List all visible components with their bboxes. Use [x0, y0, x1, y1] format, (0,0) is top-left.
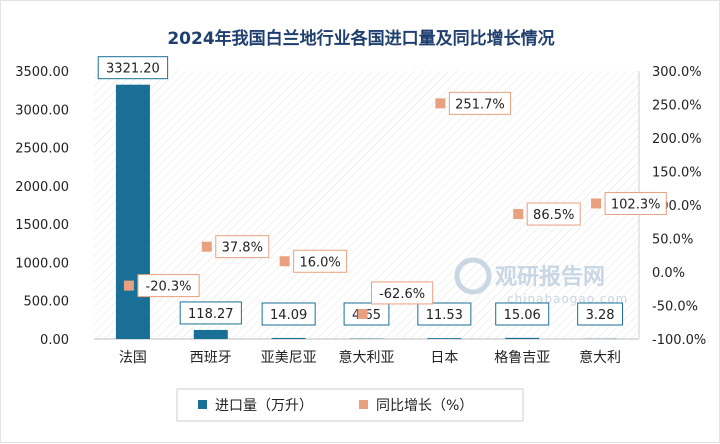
legend-bar-swatch	[198, 400, 207, 409]
import-value-label: 14.09	[270, 308, 307, 323]
legend: 进口量（万升） 同比增长（%）	[177, 389, 523, 421]
growth-point	[513, 209, 523, 219]
left-tick-label: 0.00	[40, 333, 69, 348]
import-bar	[505, 338, 539, 339]
import-value-label: 118.27	[188, 307, 234, 322]
growth-point	[591, 198, 601, 208]
import-bar	[427, 338, 461, 339]
growth-value-label: 102.3%	[611, 197, 661, 212]
right-tick-label: -100.0%	[652, 333, 706, 348]
category-label: 意大利亚	[339, 349, 395, 366]
import-bar	[194, 330, 228, 339]
left-axis-ticks: 0.00 500.00 1000.00 1500.00 2000.00 2500.00 30…	[15, 65, 69, 348]
right-tick-label: 300.0%	[652, 65, 702, 80]
left-tick-label: 2500.00	[15, 142, 69, 157]
right-tick-label: 150.0%	[652, 166, 702, 181]
import-value-label: 11.53	[426, 308, 463, 323]
category-label: 西班牙	[190, 350, 232, 366]
right-tick-label: 0.0%	[652, 266, 685, 281]
legend-point-swatch	[359, 400, 368, 409]
category-label: 格鲁吉亚	[494, 350, 550, 366]
category-label: 日本	[430, 350, 458, 366]
watermark-name: 观研报告网	[495, 265, 605, 290]
right-tick-label: 250.0%	[652, 99, 702, 114]
import-value-label: 15.06	[504, 308, 541, 323]
category-label: 法国	[119, 350, 147, 366]
growth-value-label: 251.7%	[455, 97, 505, 112]
growth-value-label: 37.8%	[222, 241, 263, 256]
growth-point	[124, 281, 134, 291]
left-tick-label: 3500.00	[15, 65, 69, 80]
chart-title: 2024年我国白兰地行业各国进口量及同比增长情况	[167, 28, 554, 49]
category-label: 亚美尼亚	[261, 350, 317, 366]
growth-value-label: 16.0%	[299, 255, 340, 270]
right-tick-label: -50.0%	[652, 300, 698, 315]
growth-value-label: -20.3%	[146, 280, 192, 295]
growth-value-label: 86.5%	[533, 208, 574, 223]
legend-point-label: 同比增长（%）	[376, 398, 473, 414]
growth-point	[358, 309, 368, 319]
import-bar	[272, 338, 306, 339]
left-tick-label: 1500.00	[15, 218, 69, 233]
import-bar	[116, 85, 150, 339]
left-tick-label: 3000.00	[15, 103, 69, 118]
right-tick-label: 50.0%	[652, 233, 693, 248]
growth-point	[435, 98, 445, 108]
growth-point	[280, 256, 290, 266]
left-tick-label: 500.00	[24, 295, 70, 310]
category-labels: 法国 西班牙 亚美尼亚 意大利亚 日本 格鲁吉亚 意大利	[119, 349, 621, 366]
legend-bar-label: 进口量（万升）	[215, 398, 313, 414]
growth-point	[202, 242, 212, 252]
left-tick-label: 1000.00	[15, 256, 69, 271]
category-label: 意大利	[579, 349, 621, 366]
left-tick-label: 2000.00	[15, 180, 69, 195]
import-value-label: 3321.20	[106, 62, 160, 77]
import-value-label: 3.28	[586, 308, 615, 323]
growth-value-label: -62.6%	[379, 287, 425, 302]
right-tick-label: 200.0%	[652, 132, 702, 147]
